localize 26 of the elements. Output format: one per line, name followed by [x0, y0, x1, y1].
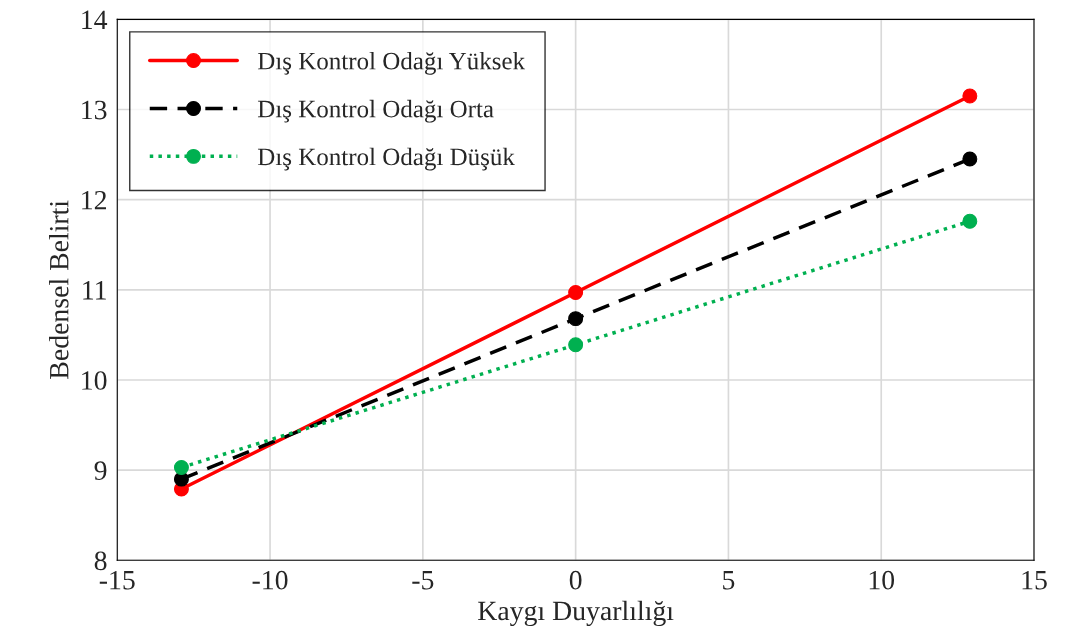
point	[962, 213, 978, 229]
y-tick-label: 14	[82, 10, 108, 29]
point	[568, 285, 584, 300]
legend-label: Dış Kontrol Odağı Düşük	[257, 147, 515, 171]
x-tick-label: -10	[252, 570, 288, 590]
y-tick-label: 11	[83, 281, 106, 300]
y-tick-label: 9	[94, 461, 107, 481]
x-tick-label: 0	[569, 570, 582, 590]
legend-label: Dış Kontrol Odağı Yüksek	[257, 51, 526, 75]
y-tick-label: 8	[94, 551, 107, 571]
x-tick-label: 5	[723, 571, 735, 590]
x-axis-title: Kaygı Duyarlılığı	[478, 600, 674, 627]
point	[962, 151, 978, 167]
point	[568, 311, 584, 327]
y-axis-title: Bedensel Belirti	[49, 200, 69, 379]
legend-label: Dış Kontrol Odağı Orta	[257, 99, 494, 123]
y-tick-label: 10	[82, 371, 107, 390]
y-tick-label: 12	[82, 190, 107, 210]
x-tick-label: -5	[412, 571, 434, 590]
x-tick-label: 15	[1022, 570, 1047, 590]
y-tick-label: 13	[82, 100, 107, 120]
point	[568, 337, 584, 353]
point	[173, 459, 189, 475]
x-tick-label: -15	[99, 570, 135, 590]
x-tick-label: 10	[869, 570, 895, 590]
point	[962, 88, 978, 104]
